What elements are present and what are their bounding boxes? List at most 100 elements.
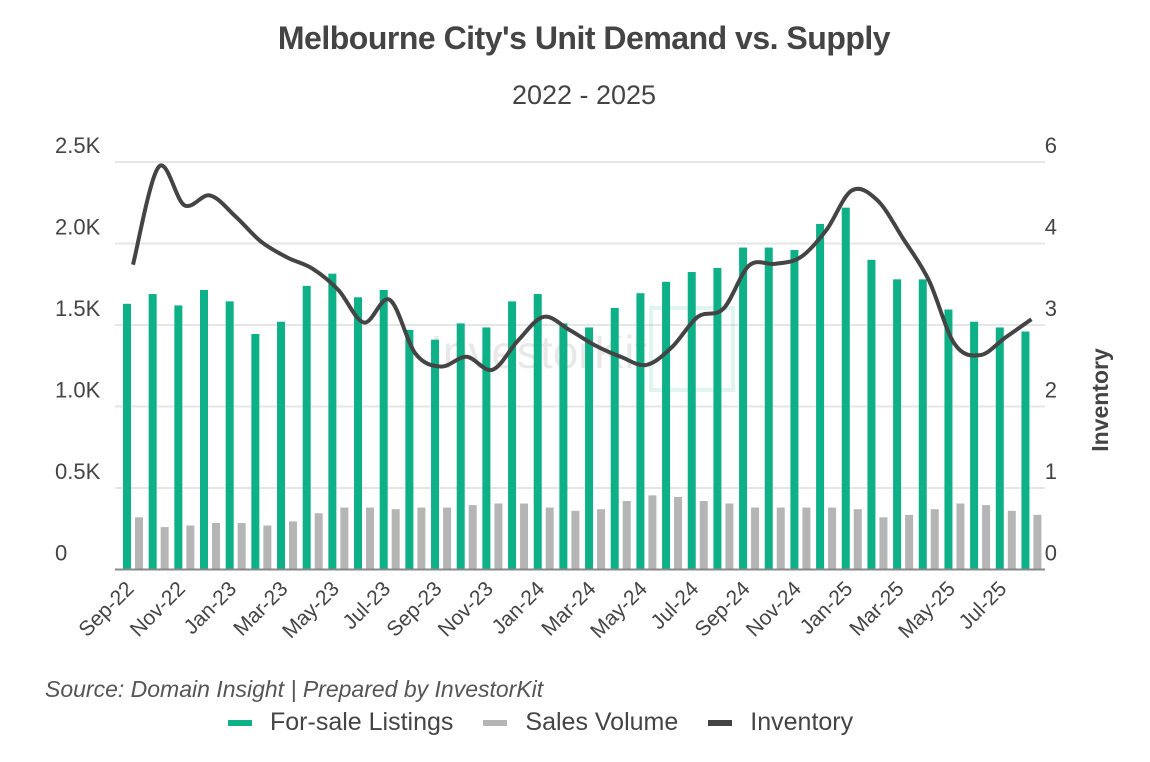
y-tick-label: 2.0K (55, 215, 101, 240)
bar-listings (1021, 331, 1030, 570)
x-tick-label: Sep-23 (382, 577, 446, 641)
bar-sales (135, 517, 143, 570)
x-tick-label: May-25 (894, 577, 960, 643)
y-tick-label: 1.0K (55, 378, 101, 403)
legend-item-listings: For-sale Listings (228, 708, 453, 737)
bar-listings (251, 333, 260, 570)
bar-sales (494, 503, 503, 570)
legend-label-inventory: Inventory (750, 708, 854, 736)
bar-listings (918, 279, 927, 570)
bar-sales (186, 525, 195, 570)
bar-listings (379, 289, 388, 570)
bar-sales (417, 507, 426, 570)
bar-listings (148, 294, 157, 570)
y2-axis-title: Inventory (1087, 348, 1113, 452)
legend-label-sales: Sales Volume (525, 708, 679, 736)
bar-sales (879, 517, 888, 570)
bar-sales (520, 503, 529, 570)
bar-listings (354, 297, 363, 570)
bar-listings (816, 223, 825, 570)
bar-sales (751, 507, 760, 570)
bar-sales (160, 527, 169, 570)
bar-sales (314, 513, 323, 570)
x-tick-label: Nov-24 (742, 577, 806, 641)
bar-listings (764, 247, 773, 570)
bar-listings (200, 289, 209, 570)
bar-listings (225, 301, 234, 570)
bar-sales (725, 503, 734, 570)
bar-listings (610, 307, 619, 570)
bar-sales (622, 501, 631, 570)
bar-sales (212, 523, 221, 570)
bar-listings (636, 293, 645, 570)
bar-listings (123, 303, 131, 570)
y2-tick-label: 4 (1045, 215, 1057, 240)
bar-sales (982, 505, 991, 570)
y-tick-label: 0.5K (55, 459, 101, 484)
bar-listings (456, 323, 465, 570)
bar-sales (828, 507, 837, 570)
x-tick-label: Jan-23 (180, 577, 242, 639)
legend: For-sale Listings Sales Volume Inventory (228, 708, 883, 737)
y2-tick-label: 1 (1045, 459, 1057, 484)
y-tick-label: 0 (55, 541, 67, 566)
bar-listings (559, 323, 568, 570)
bar-listings (739, 247, 748, 570)
bar-listings (508, 301, 517, 570)
y-tick-label: 1.5K (55, 296, 101, 321)
bar-listings (328, 273, 337, 570)
x-tick-label: Nov-23 (434, 577, 498, 641)
x-tick-label: May-23 (278, 577, 344, 643)
bar-listings (841, 207, 850, 570)
bar-sales (674, 496, 683, 570)
legend-swatch-inventory (708, 719, 733, 726)
line-inventory (131, 163, 1033, 373)
bar-sales (802, 507, 811, 570)
bar-listings (944, 309, 953, 570)
chart-title: Melbourne City's Unit Demand vs. Supply (277, 20, 891, 56)
bar-listings (662, 281, 671, 570)
y2-tick-label: 6 (1045, 133, 1057, 158)
x-tick-label: Nov-22 (126, 577, 190, 641)
bar-sales (853, 509, 862, 570)
bar-sales (340, 507, 349, 570)
bar-sales (597, 509, 606, 570)
bar-listings (687, 272, 696, 570)
y2-tick-label: 0 (1045, 541, 1057, 566)
y2-tick-label: 3 (1045, 296, 1057, 321)
chart-subtitle: 2022 - 2025 (511, 80, 657, 110)
bar-sales (237, 523, 246, 570)
bar-listings (790, 250, 799, 570)
bar-sales (263, 525, 272, 570)
bar-sales (571, 510, 580, 570)
bar-sales (468, 505, 477, 570)
bar-sales (648, 495, 657, 570)
legend-item-inventory: Inventory (708, 708, 853, 737)
bar-sales (391, 509, 400, 570)
bar-listings (713, 267, 722, 570)
x-tick-label: Jan-24 (488, 577, 550, 639)
bar-listings (533, 294, 542, 570)
bar-listings (893, 279, 902, 570)
x-tick-label: May-24 (586, 577, 652, 643)
bar-sales (956, 503, 965, 570)
bar-listings (277, 321, 286, 570)
bar-listings (482, 327, 491, 570)
bar-sales (289, 521, 298, 570)
legend-swatch-sales (483, 719, 508, 726)
bar-listings (867, 259, 876, 570)
x-tick-label: Sep-22 (74, 577, 138, 641)
legend-swatch-listings (228, 719, 252, 726)
bar-listings (174, 305, 183, 570)
bar-sales (366, 507, 375, 570)
x-tick-label: Sep-24 (690, 577, 754, 641)
bar-sales (545, 507, 554, 570)
bar-listings (302, 285, 311, 570)
bar-sales (1033, 514, 1042, 570)
bar-listings (970, 321, 979, 570)
x-tick-label: Jan-25 (796, 577, 858, 639)
legend-item-sales: Sales Volume (483, 708, 678, 737)
x-tick-label: Jul-25 (955, 577, 1012, 634)
